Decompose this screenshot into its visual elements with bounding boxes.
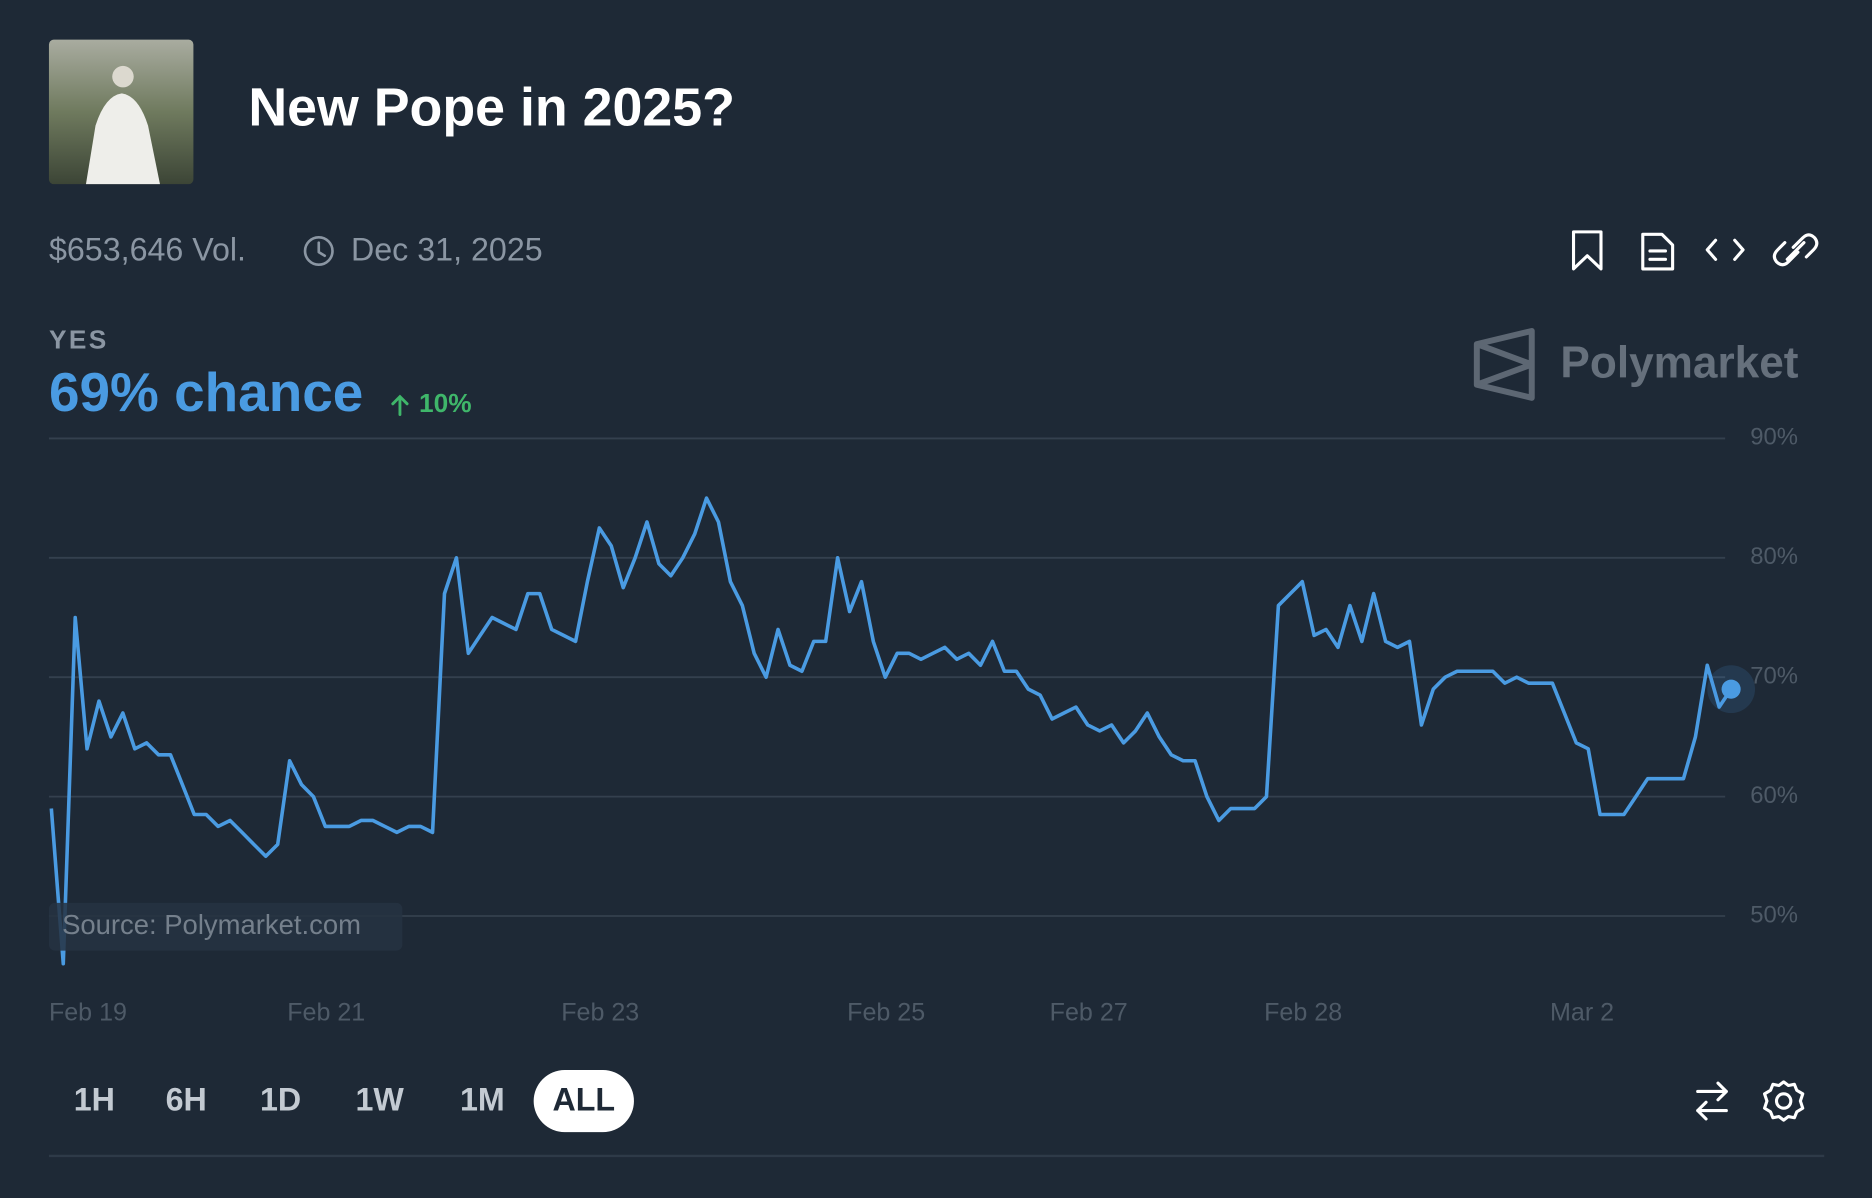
source-box bbox=[48, 902, 403, 951]
range-selected bbox=[533, 1069, 634, 1133]
brand-logo bbox=[1473, 327, 1535, 401]
range-button[interactable]: 1W bbox=[355, 1082, 404, 1118]
change-arrow bbox=[391, 394, 409, 416]
y-tick-label: 70% bbox=[1750, 663, 1798, 690]
range-button[interactable]: ALL bbox=[552, 1082, 615, 1118]
range-button[interactable]: 1M bbox=[460, 1082, 505, 1118]
link-button[interactable] bbox=[1772, 233, 1819, 267]
x-tick-label: Mar 2 bbox=[1550, 998, 1614, 1026]
clock-icon bbox=[303, 235, 334, 267]
volume: $653,646 Vol. bbox=[49, 232, 246, 268]
range-button[interactable]: 6H bbox=[166, 1082, 207, 1118]
plot: 50% 60% 70% 80% 90% Feb 19 Feb 21 Feb 23 Feb 25 F… bbox=[48, 424, 1798, 1026]
outcome-change: 10% bbox=[419, 388, 472, 418]
market-image bbox=[48, 39, 194, 185]
range-button[interactable]: 1H bbox=[74, 1082, 115, 1118]
source-label: Source: Polymarket.com bbox=[62, 909, 361, 940]
y-tick-label: 90% bbox=[1750, 424, 1798, 451]
y-tick-label: 60% bbox=[1750, 782, 1798, 809]
x-tick-label: Feb 21 bbox=[287, 998, 365, 1026]
x-tick-label: Feb 23 bbox=[561, 998, 639, 1026]
end-date: Dec 31, 2025 bbox=[351, 232, 543, 268]
settings-button[interactable] bbox=[1762, 1080, 1805, 1122]
x-tick-label: Feb 19 bbox=[49, 998, 127, 1026]
x-tick-label: Feb 28 bbox=[1264, 998, 1342, 1026]
market-title: New Pope in 2025? bbox=[248, 77, 735, 137]
range-buttons: 1H 6H 1D 1W 1M ALL bbox=[74, 1069, 634, 1133]
x-tick-label: Feb 27 bbox=[1050, 998, 1128, 1026]
document-button[interactable] bbox=[1641, 232, 1675, 271]
brand-name: Polymarket bbox=[1560, 338, 1798, 387]
outcome-chance: 69% chance bbox=[49, 361, 363, 423]
y-tick-label: 80% bbox=[1750, 543, 1798, 570]
range-button[interactable]: 1D bbox=[260, 1082, 301, 1118]
y-tick-label: 50% bbox=[1750, 901, 1798, 928]
price-line bbox=[49, 496, 1733, 966]
swap-button[interactable] bbox=[1696, 1081, 1728, 1121]
outcome-label: YES bbox=[49, 325, 109, 355]
x-tick-label: Feb 25 bbox=[847, 998, 925, 1026]
current-point bbox=[1721, 679, 1741, 699]
embed-button[interactable] bbox=[1705, 238, 1745, 261]
bookmark-button[interactable] bbox=[1571, 230, 1603, 271]
